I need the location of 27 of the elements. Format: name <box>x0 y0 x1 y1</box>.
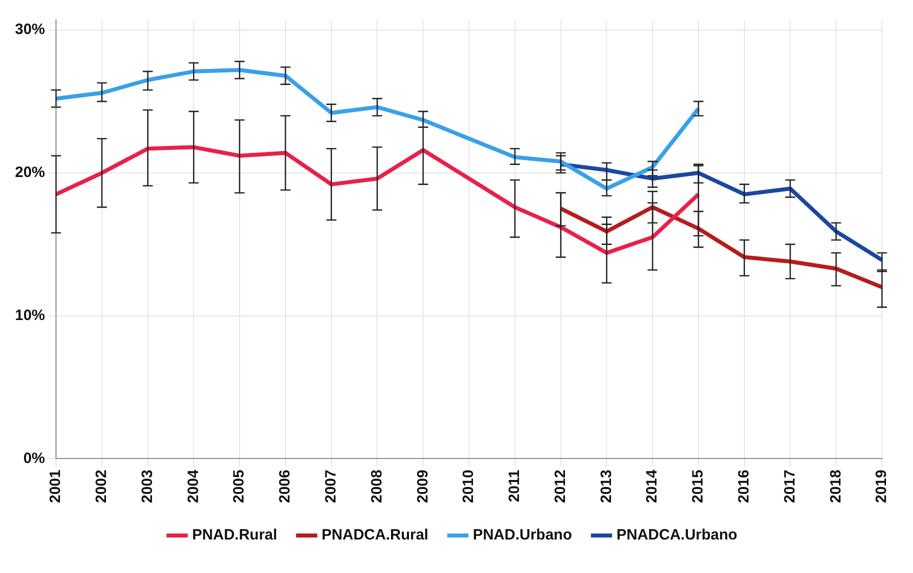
legend-label: PNADCA.Rural <box>322 526 428 544</box>
legend-label: PNAD.Urbano <box>472 526 572 544</box>
x-tick-label: 2018 <box>827 470 844 504</box>
x-tick-label: 2007 <box>322 470 340 504</box>
y-tick-label: 30% <box>14 21 46 38</box>
x-tick-label: 2010 <box>460 470 478 504</box>
legend-label: PNAD.Rural <box>192 526 278 544</box>
x-tick-label: 2019 <box>873 470 890 504</box>
y-tick-label: 10% <box>14 306 46 324</box>
x-tick-label: 2002 <box>93 470 110 504</box>
legend-label: PNADCA.Urbano <box>616 526 738 544</box>
y-tick-label: 0% <box>23 450 46 467</box>
x-tick-label: 2003 <box>138 470 156 504</box>
x-tick-label: 2013 <box>598 470 615 504</box>
x-tick-label: 2012 <box>552 470 569 504</box>
x-tick-label: 2005 <box>230 470 248 504</box>
x-tick-label: 2008 <box>368 470 386 504</box>
x-tick-label: 2001 <box>47 470 64 504</box>
x-tick-label: 2016 <box>735 470 752 504</box>
x-tick-label: 2014 <box>644 468 661 504</box>
x-tick-label: 2009 <box>414 470 432 504</box>
x-tick-label: 2015 <box>690 470 707 504</box>
x-tick-label: 2011 <box>506 470 524 502</box>
x-tick-label: 2017 <box>781 470 798 504</box>
y-tick-label: 20% <box>14 164 46 182</box>
x-tick-label: 2004 <box>184 468 202 504</box>
x-tick-label: 2006 <box>276 470 294 504</box>
